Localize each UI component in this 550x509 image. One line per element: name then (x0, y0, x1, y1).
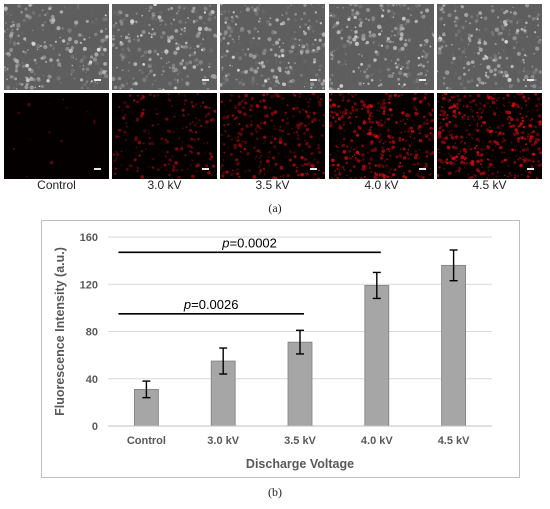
p-value-label: p=0.0026 (183, 297, 239, 312)
y-tick-label: 0 (92, 421, 98, 433)
bar (287, 341, 313, 427)
bar (364, 285, 390, 427)
lane-label-3: 3.5 kV (255, 178, 290, 192)
y-tick-label: 120 (80, 279, 98, 291)
chart-panel: 0 40 80 120 160 Control 3.0 kV 3.5 kV 4.0 kV 4.5 … (41, 220, 520, 478)
y-tick-label: 80 (86, 327, 98, 339)
brightfield-image-3 (220, 4, 325, 90)
brightfield-image-2 (112, 4, 217, 90)
brightfield-image-4 (329, 4, 434, 90)
fluorescence-image-2 (112, 93, 217, 179)
y-tick-label: 40 (86, 374, 98, 386)
brightfield-image-1 (4, 4, 109, 90)
fluorescence-image-5 (437, 93, 542, 179)
scale-bar (419, 168, 426, 170)
x-axis-title: Discharge Voltage (246, 457, 354, 471)
bar-chart: 0 40 80 120 160 Control 3.0 kV 3.5 kV 4.0 kV 4.5 … (53, 232, 492, 471)
lane-label-5: 4.5 kV (472, 178, 507, 192)
x-tick-label: 3.0 kV (207, 435, 239, 447)
scale-bar (202, 79, 209, 81)
p-value-label: p=0.0002 (221, 235, 277, 250)
caption-a: (a) (268, 201, 282, 215)
brightfield-image-5 (437, 4, 542, 90)
scale-bar (202, 168, 209, 170)
scale-bar (94, 79, 101, 81)
caption-b: (b) (268, 485, 282, 499)
scale-bar (310, 79, 317, 81)
fluorescence-image-3 (220, 93, 325, 179)
lane-label-4: 4.0 kV (364, 178, 399, 192)
x-tick-label: 4.0 kV (361, 435, 393, 447)
scale-bar (419, 79, 426, 81)
x-tick-label: 4.5 kV (438, 435, 470, 447)
y-tick-label: 160 (80, 232, 98, 244)
x-tick-label: 3.5 kV (284, 435, 316, 447)
x-tick-label: Control (127, 435, 166, 447)
fluorescence-image-1 (4, 93, 109, 179)
lane-label-2: 3.0 kV (147, 178, 182, 192)
lane-label-1: Control (37, 178, 76, 192)
bar (441, 264, 467, 427)
scale-bar (527, 168, 534, 170)
scale-bar (527, 79, 534, 81)
scale-bar (310, 168, 317, 170)
micrograph-grid (4, 4, 548, 180)
fluorescence-image-4 (329, 93, 434, 179)
scale-bar (94, 168, 101, 170)
y-axis-title: Fluorescence Intensity (a.u.) (53, 247, 67, 416)
